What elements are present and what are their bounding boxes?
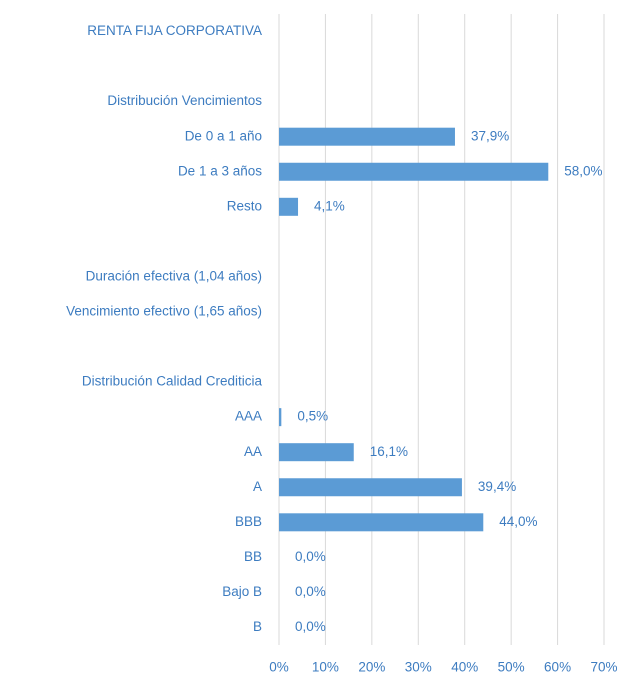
x-tick-label: 40% <box>451 660 478 675</box>
category-label: RENTA FIJA CORPORATIVA <box>87 23 262 38</box>
value-label: 58,0% <box>564 163 602 178</box>
value-label: 0,0% <box>295 584 326 599</box>
category-label: BB <box>244 549 262 564</box>
category-label: BBB <box>235 514 262 529</box>
x-tick-label: 60% <box>544 660 571 675</box>
value-label: 0,0% <box>295 549 326 564</box>
value-label: 44,0% <box>499 514 537 529</box>
category-label: B <box>253 619 262 634</box>
category-label: Vencimiento efectivo (1,65 años) <box>66 304 262 319</box>
category-label: Distribución Vencimientos <box>107 93 262 108</box>
x-tick-label: 30% <box>405 660 432 675</box>
category-label: AA <box>244 444 262 459</box>
category-label: Resto <box>227 198 262 213</box>
category-label: Duración efectiva (1,04 años) <box>86 268 262 283</box>
x-tick-label: 0% <box>269 660 289 675</box>
category-label: Bajo B <box>222 584 262 599</box>
value-label: 0,0% <box>295 619 326 634</box>
bar <box>279 478 462 497</box>
bar <box>279 513 484 532</box>
value-label: 39,4% <box>478 479 516 494</box>
category-label: A <box>253 479 262 494</box>
bar <box>279 443 354 462</box>
x-tick-label: 70% <box>590 660 617 675</box>
category-label: Distribución Calidad Crediticia <box>82 374 263 389</box>
bar <box>279 127 455 146</box>
x-tick-label: 50% <box>498 660 525 675</box>
value-label: 37,9% <box>471 128 509 143</box>
value-label: 16,1% <box>370 444 408 459</box>
value-label: 0,5% <box>297 409 328 424</box>
bar <box>279 408 282 427</box>
bar <box>279 162 549 181</box>
category-label: De 0 a 1 año <box>185 128 262 143</box>
x-tick-label: 10% <box>312 660 339 675</box>
bar <box>279 197 299 216</box>
value-label: 4,1% <box>314 198 345 213</box>
x-tick-label: 20% <box>358 660 385 675</box>
category-label: De 1 a 3 años <box>178 163 262 178</box>
category-label: AAA <box>235 409 262 424</box>
